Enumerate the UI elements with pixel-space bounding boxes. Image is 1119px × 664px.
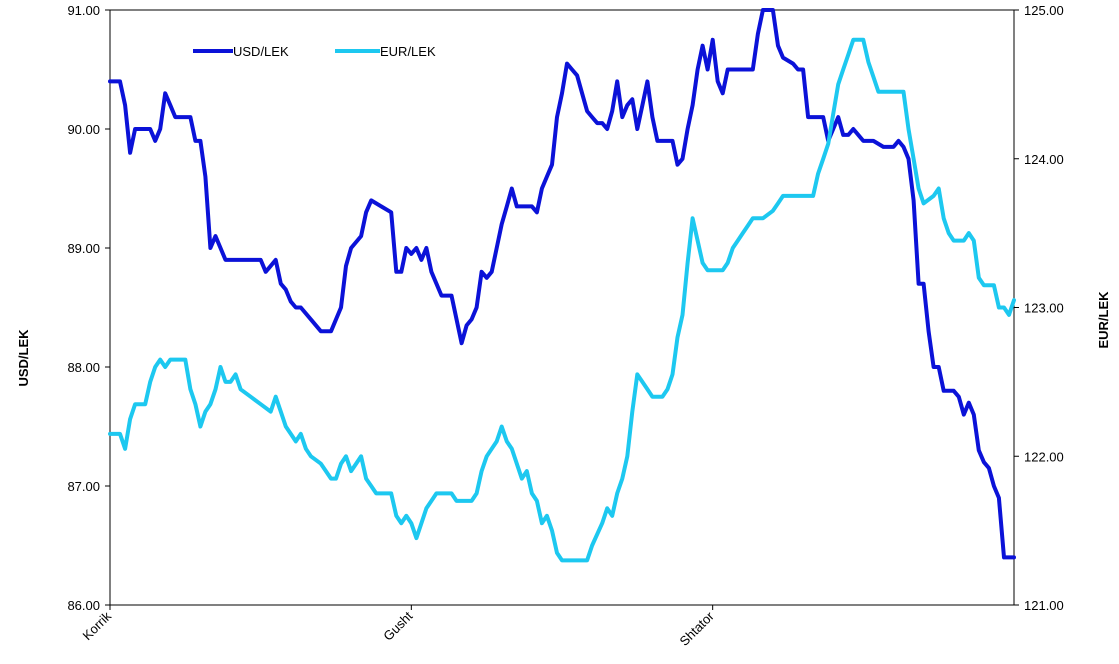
legend-label-eur: EUR/LEK — [380, 44, 436, 59]
left-tick-label: 91.00 — [67, 3, 100, 18]
left-tick-label: 86.00 — [67, 598, 100, 613]
right-y-axis: 121.00 122.00 123.00 124.00 125.00 — [1014, 3, 1064, 613]
left-tick-label: 88.00 — [67, 360, 100, 375]
x-tick-label: Korrik — [80, 608, 115, 643]
right-tick-label: 125.00 — [1024, 3, 1064, 18]
right-axis-title: EUR/LEK — [1096, 291, 1111, 349]
left-y-axis: 86.00 87.00 88.00 89.00 90.00 91.00 — [67, 3, 110, 613]
x-axis: Korrik Gusht Shtator — [80, 605, 718, 649]
x-tick-label: Shtator — [677, 608, 718, 649]
left-tick-label: 90.00 — [67, 122, 100, 137]
left-tick-label: 87.00 — [67, 479, 100, 494]
legend-label-usd: USD/LEK — [233, 44, 289, 59]
right-tick-label: 124.00 — [1024, 152, 1064, 167]
legend-item-eur: EUR/LEK — [335, 44, 436, 59]
right-tick-label: 121.00 — [1024, 598, 1064, 613]
left-tick-label: 89.00 — [67, 241, 100, 256]
series-line-usd-lek — [108, 8, 1016, 560]
legend: USD/LEK EUR/LEK — [193, 44, 436, 59]
right-tick-label: 123.00 — [1024, 301, 1064, 316]
plot-area — [109, 9, 1015, 606]
left-axis-title: USD/LEK — [16, 329, 31, 387]
legend-item-usd: USD/LEK — [193, 44, 289, 59]
series-lines — [108, 8, 1016, 563]
x-tick-label: Gusht — [380, 608, 415, 643]
series-line-eur-lek — [108, 37, 1016, 563]
right-tick-label: 122.00 — [1024, 449, 1064, 464]
